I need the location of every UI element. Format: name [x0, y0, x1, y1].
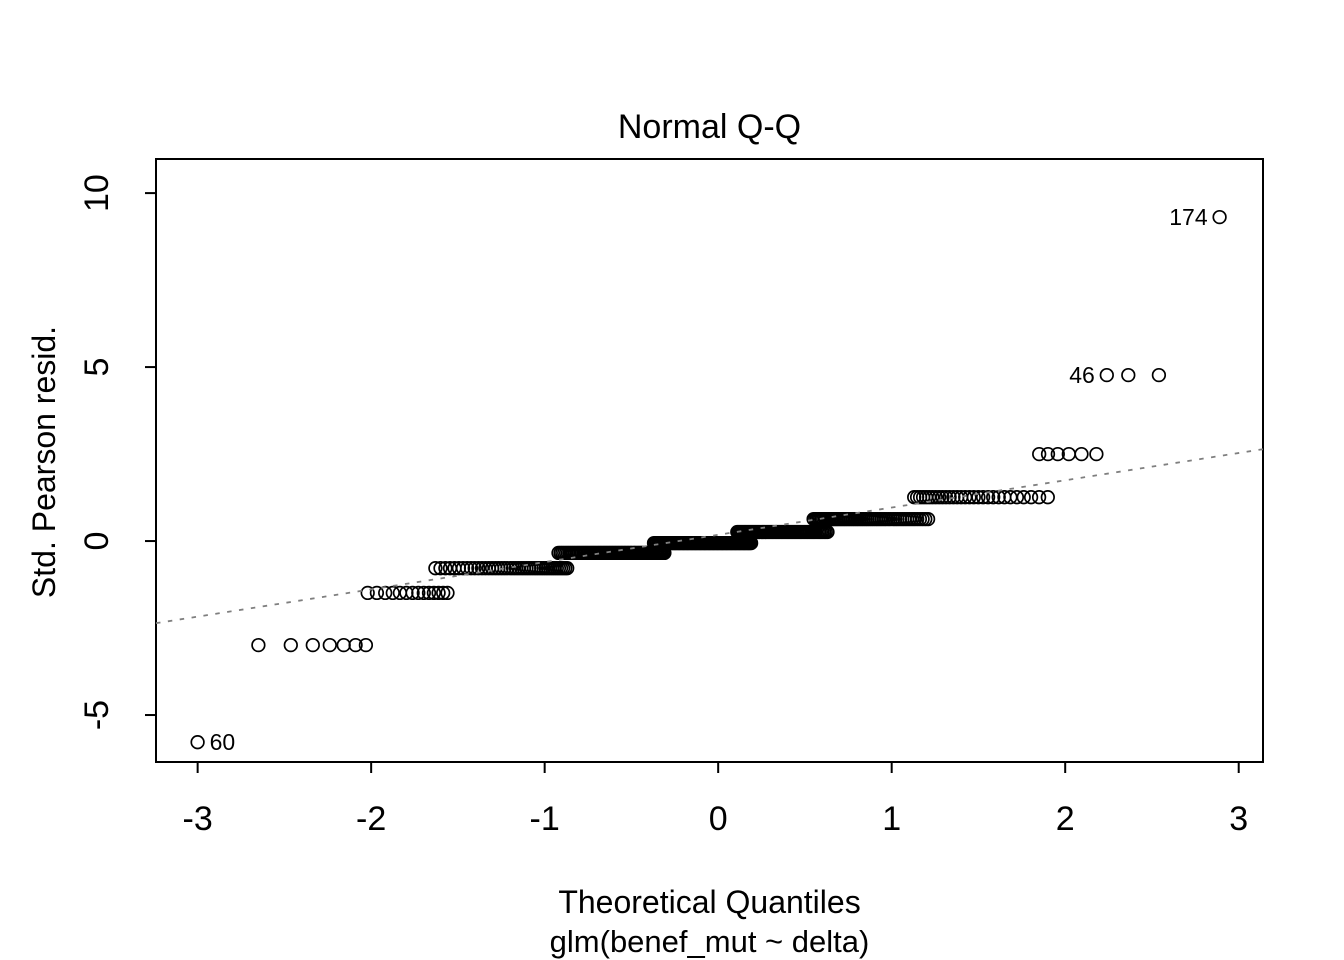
data-point [986, 490, 1001, 505]
data-point [336, 637, 351, 653]
data-point [322, 637, 337, 653]
data-point [966, 490, 981, 505]
data-point [560, 561, 575, 576]
data-point [426, 585, 442, 601]
data-point [348, 637, 363, 653]
data-point [1009, 490, 1025, 505]
data-point [1050, 446, 1065, 462]
y-axis-tick-label: 10 [78, 174, 116, 212]
data-point [190, 735, 205, 750]
data-point [1032, 446, 1047, 462]
data-point [431, 585, 446, 601]
data-point [433, 561, 448, 576]
x-axis-tick-label: 1 [882, 800, 901, 838]
data-point [405, 585, 420, 601]
data-point [1031, 490, 1047, 505]
x-axis-tick-label: 2 [1056, 800, 1075, 838]
data-point [360, 585, 375, 601]
data-point [1151, 367, 1167, 383]
y-axis-tick-label: 0 [78, 532, 116, 551]
x-axis-tick-label: -3 [183, 800, 213, 838]
data-point [467, 561, 482, 576]
y-axis-tick-label: -5 [78, 700, 116, 730]
data-point [369, 585, 385, 601]
data-point [928, 490, 943, 505]
data-point [971, 490, 986, 505]
data-point [416, 585, 431, 601]
chart-title: Normal Q-Q [617, 108, 802, 146]
x-axis-tick-label: -2 [356, 800, 386, 838]
data-point [463, 561, 479, 576]
data-point [358, 637, 374, 653]
data-point [283, 637, 298, 653]
data-point [1121, 367, 1136, 383]
x-axis-label: Theoretical Quantiles [558, 884, 861, 920]
data-point [942, 490, 957, 505]
data-point [931, 490, 947, 505]
data-point [1040, 490, 1055, 505]
y-axis-label: Std. Pearson resid. [26, 325, 62, 599]
data-point [1040, 446, 1056, 462]
data-point [1099, 367, 1114, 383]
data-point [251, 637, 266, 653]
data-point [411, 585, 426, 601]
data-point [438, 561, 453, 576]
data-point [1023, 490, 1039, 505]
x-axis-tick-label: 3 [1229, 800, 1248, 838]
data-point [980, 490, 996, 505]
data-point [436, 585, 451, 601]
data-point [455, 561, 471, 576]
model-caption: glm(benef_mut ~ delta) [549, 924, 870, 959]
x-axis-tick-label: 0 [709, 800, 728, 838]
data-point [378, 585, 393, 601]
data-point [440, 585, 455, 601]
data-point [1074, 446, 1089, 462]
data-point [385, 585, 400, 601]
y-axis-tick-label: 5 [78, 358, 116, 377]
data-point [421, 585, 437, 601]
x-axis-tick-label: -1 [530, 800, 560, 838]
data-point [935, 490, 950, 505]
data-point [1212, 209, 1227, 225]
data-point [305, 637, 320, 653]
point-label: 174 [1169, 204, 1208, 230]
point-label: 60 [210, 729, 236, 755]
data-point [1016, 490, 1031, 505]
data-point [1089, 446, 1104, 462]
data-point [471, 561, 486, 576]
data-point [920, 511, 936, 527]
point-label: 46 [1069, 362, 1095, 388]
data-point [975, 490, 991, 505]
data-point [428, 561, 443, 576]
plot-box [155, 158, 1264, 763]
